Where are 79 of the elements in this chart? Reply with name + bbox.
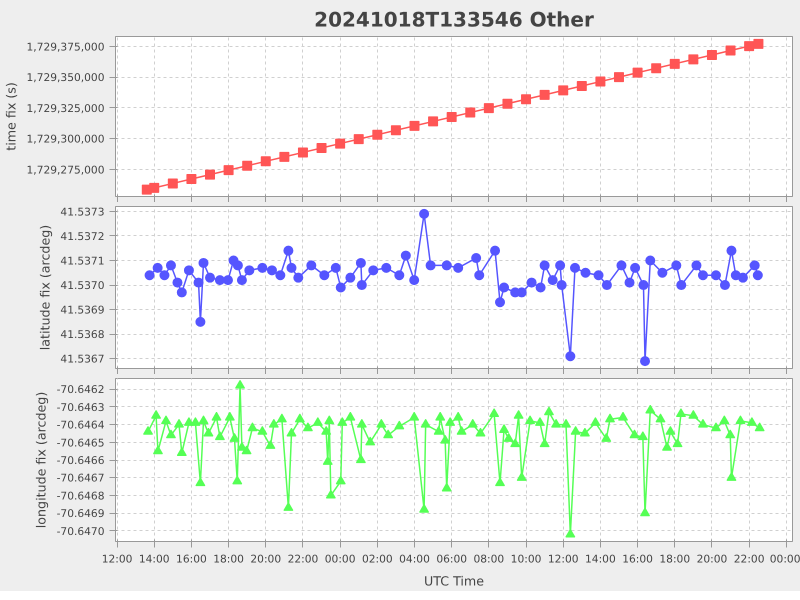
point <box>632 68 643 78</box>
x-tick-label: 14:00 <box>585 552 616 566</box>
point <box>298 147 308 158</box>
y-tick-label: 41.5373 <box>60 205 105 218</box>
y-axis-title: longitude fix (arcdeg) <box>34 392 49 528</box>
x-tick-label: 04:00 <box>399 552 430 566</box>
point <box>224 165 234 176</box>
y-tick-label: 41.5372 <box>60 230 105 243</box>
point <box>316 143 327 154</box>
point <box>168 178 178 188</box>
x-tick-label: 06:00 <box>436 552 468 566</box>
y-tick-label: -70.6468 <box>56 489 105 502</box>
y-tick-label: -70.6465 <box>56 436 105 450</box>
x-tick-label: 12:00 <box>102 552 133 566</box>
point <box>465 108 476 118</box>
point <box>260 156 271 166</box>
point <box>149 182 160 193</box>
x-tick-label: 00:00 <box>770 552 800 566</box>
point <box>279 152 290 162</box>
x-tick-label: 14:00 <box>138 552 170 566</box>
point <box>521 94 532 104</box>
y-tick-label: -70.6462 <box>56 383 105 396</box>
x-tick-label: 02:00 <box>362 552 393 566</box>
point <box>372 130 382 140</box>
point <box>242 160 252 171</box>
point <box>651 63 662 74</box>
y-tick-label: 1,729,275,000 <box>26 163 105 176</box>
point <box>706 50 717 60</box>
point <box>670 58 680 69</box>
y-tick-label: 41.5371 <box>60 254 105 268</box>
point <box>753 38 764 49</box>
x-tick-label: 12:00 <box>548 552 579 566</box>
point <box>428 116 438 126</box>
y-tick-label: -70.6463 <box>56 400 105 414</box>
x-tick-label: 16:00 <box>176 552 207 566</box>
y-tick-label: -70.6470 <box>56 524 105 538</box>
x-tick-label: 20:00 <box>250 552 282 566</box>
x-tick-label: 16:00 <box>622 552 654 566</box>
y-tick-label: 41.5369 <box>60 304 105 317</box>
y-tick-label: 41.5367 <box>60 352 105 366</box>
y-axis-title: time fix (s) <box>4 82 19 151</box>
point <box>540 90 550 100</box>
y-tick-label: 1,729,300,000 <box>26 132 105 146</box>
point <box>186 174 196 184</box>
point <box>688 54 698 64</box>
y-tick-label: -70.6469 <box>56 507 105 520</box>
y-tick-label: 41.5368 <box>60 328 105 342</box>
y-tick-label: 1,729,350,000 <box>26 71 105 84</box>
point <box>614 72 624 82</box>
point <box>354 134 364 144</box>
x-axis-title: UTC Time <box>424 574 484 588</box>
point <box>335 138 346 149</box>
y-tick-label: 41.5370 <box>60 279 105 292</box>
point <box>502 98 512 109</box>
chart-title: 20241018T133546 Other <box>314 8 594 32</box>
point <box>390 125 401 136</box>
y-tick-label: -70.6464 <box>56 418 105 432</box>
point <box>744 41 754 52</box>
x-tick-label: 22:00 <box>734 552 765 566</box>
x-tick-label: 00:00 <box>324 552 356 566</box>
point <box>446 112 457 122</box>
x-tick-label: 18:00 <box>659 552 690 566</box>
point <box>484 103 494 114</box>
point <box>595 76 606 87</box>
x-tick-label: 22:00 <box>288 552 319 566</box>
point <box>576 80 587 91</box>
x-tick-label: 10:00 <box>510 552 542 566</box>
point <box>409 120 420 131</box>
y-tick-label: 1,729,325,000 <box>26 102 105 115</box>
y-tick-label: -70.6467 <box>56 472 105 485</box>
x-tick-label: 18:00 <box>213 552 244 566</box>
y-axis-title: latitude fix (arcdeg) <box>37 224 52 350</box>
point <box>558 85 568 96</box>
x-tick-label: 20:00 <box>696 552 728 566</box>
x-tick-label: 08:00 <box>474 552 504 566</box>
point <box>205 170 215 180</box>
point <box>726 46 736 56</box>
y-tick-label: 1,729,375,000 <box>26 40 105 54</box>
y-tick-label: -70.6466 <box>56 454 105 467</box>
